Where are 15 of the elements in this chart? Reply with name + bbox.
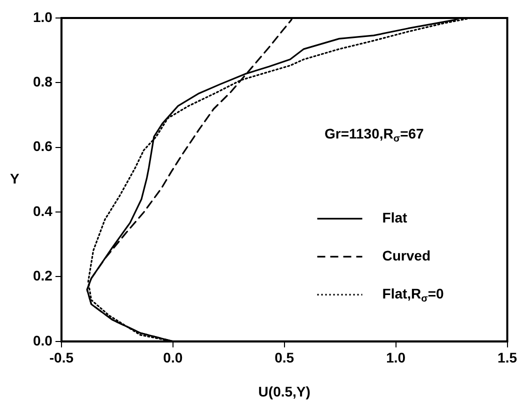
y-tick-label: 0.4	[32, 202, 53, 219]
x-tick-label: 1.0	[386, 350, 406, 366]
y-tick-label: 0.8	[32, 74, 53, 90]
y-axis-title: Y	[10, 170, 20, 187]
x-tick-label: 0.0	[163, 350, 183, 366]
y-tick-label: 1.0	[32, 8, 53, 25]
y-tick-label: 0.6	[32, 138, 53, 154]
x-tick-label: 1.5	[498, 350, 518, 366]
x-axis-title: U(0.5,Y)	[258, 383, 310, 400]
x-tick-label: -0.5	[49, 350, 74, 366]
x-tick-label: 0.5	[274, 350, 294, 366]
legend-label: Flat	[382, 210, 408, 226]
legend-label: Curved	[382, 248, 431, 264]
y-tick-label: 0.0	[32, 332, 53, 348]
y-tick-label: 0.2	[32, 268, 53, 284]
